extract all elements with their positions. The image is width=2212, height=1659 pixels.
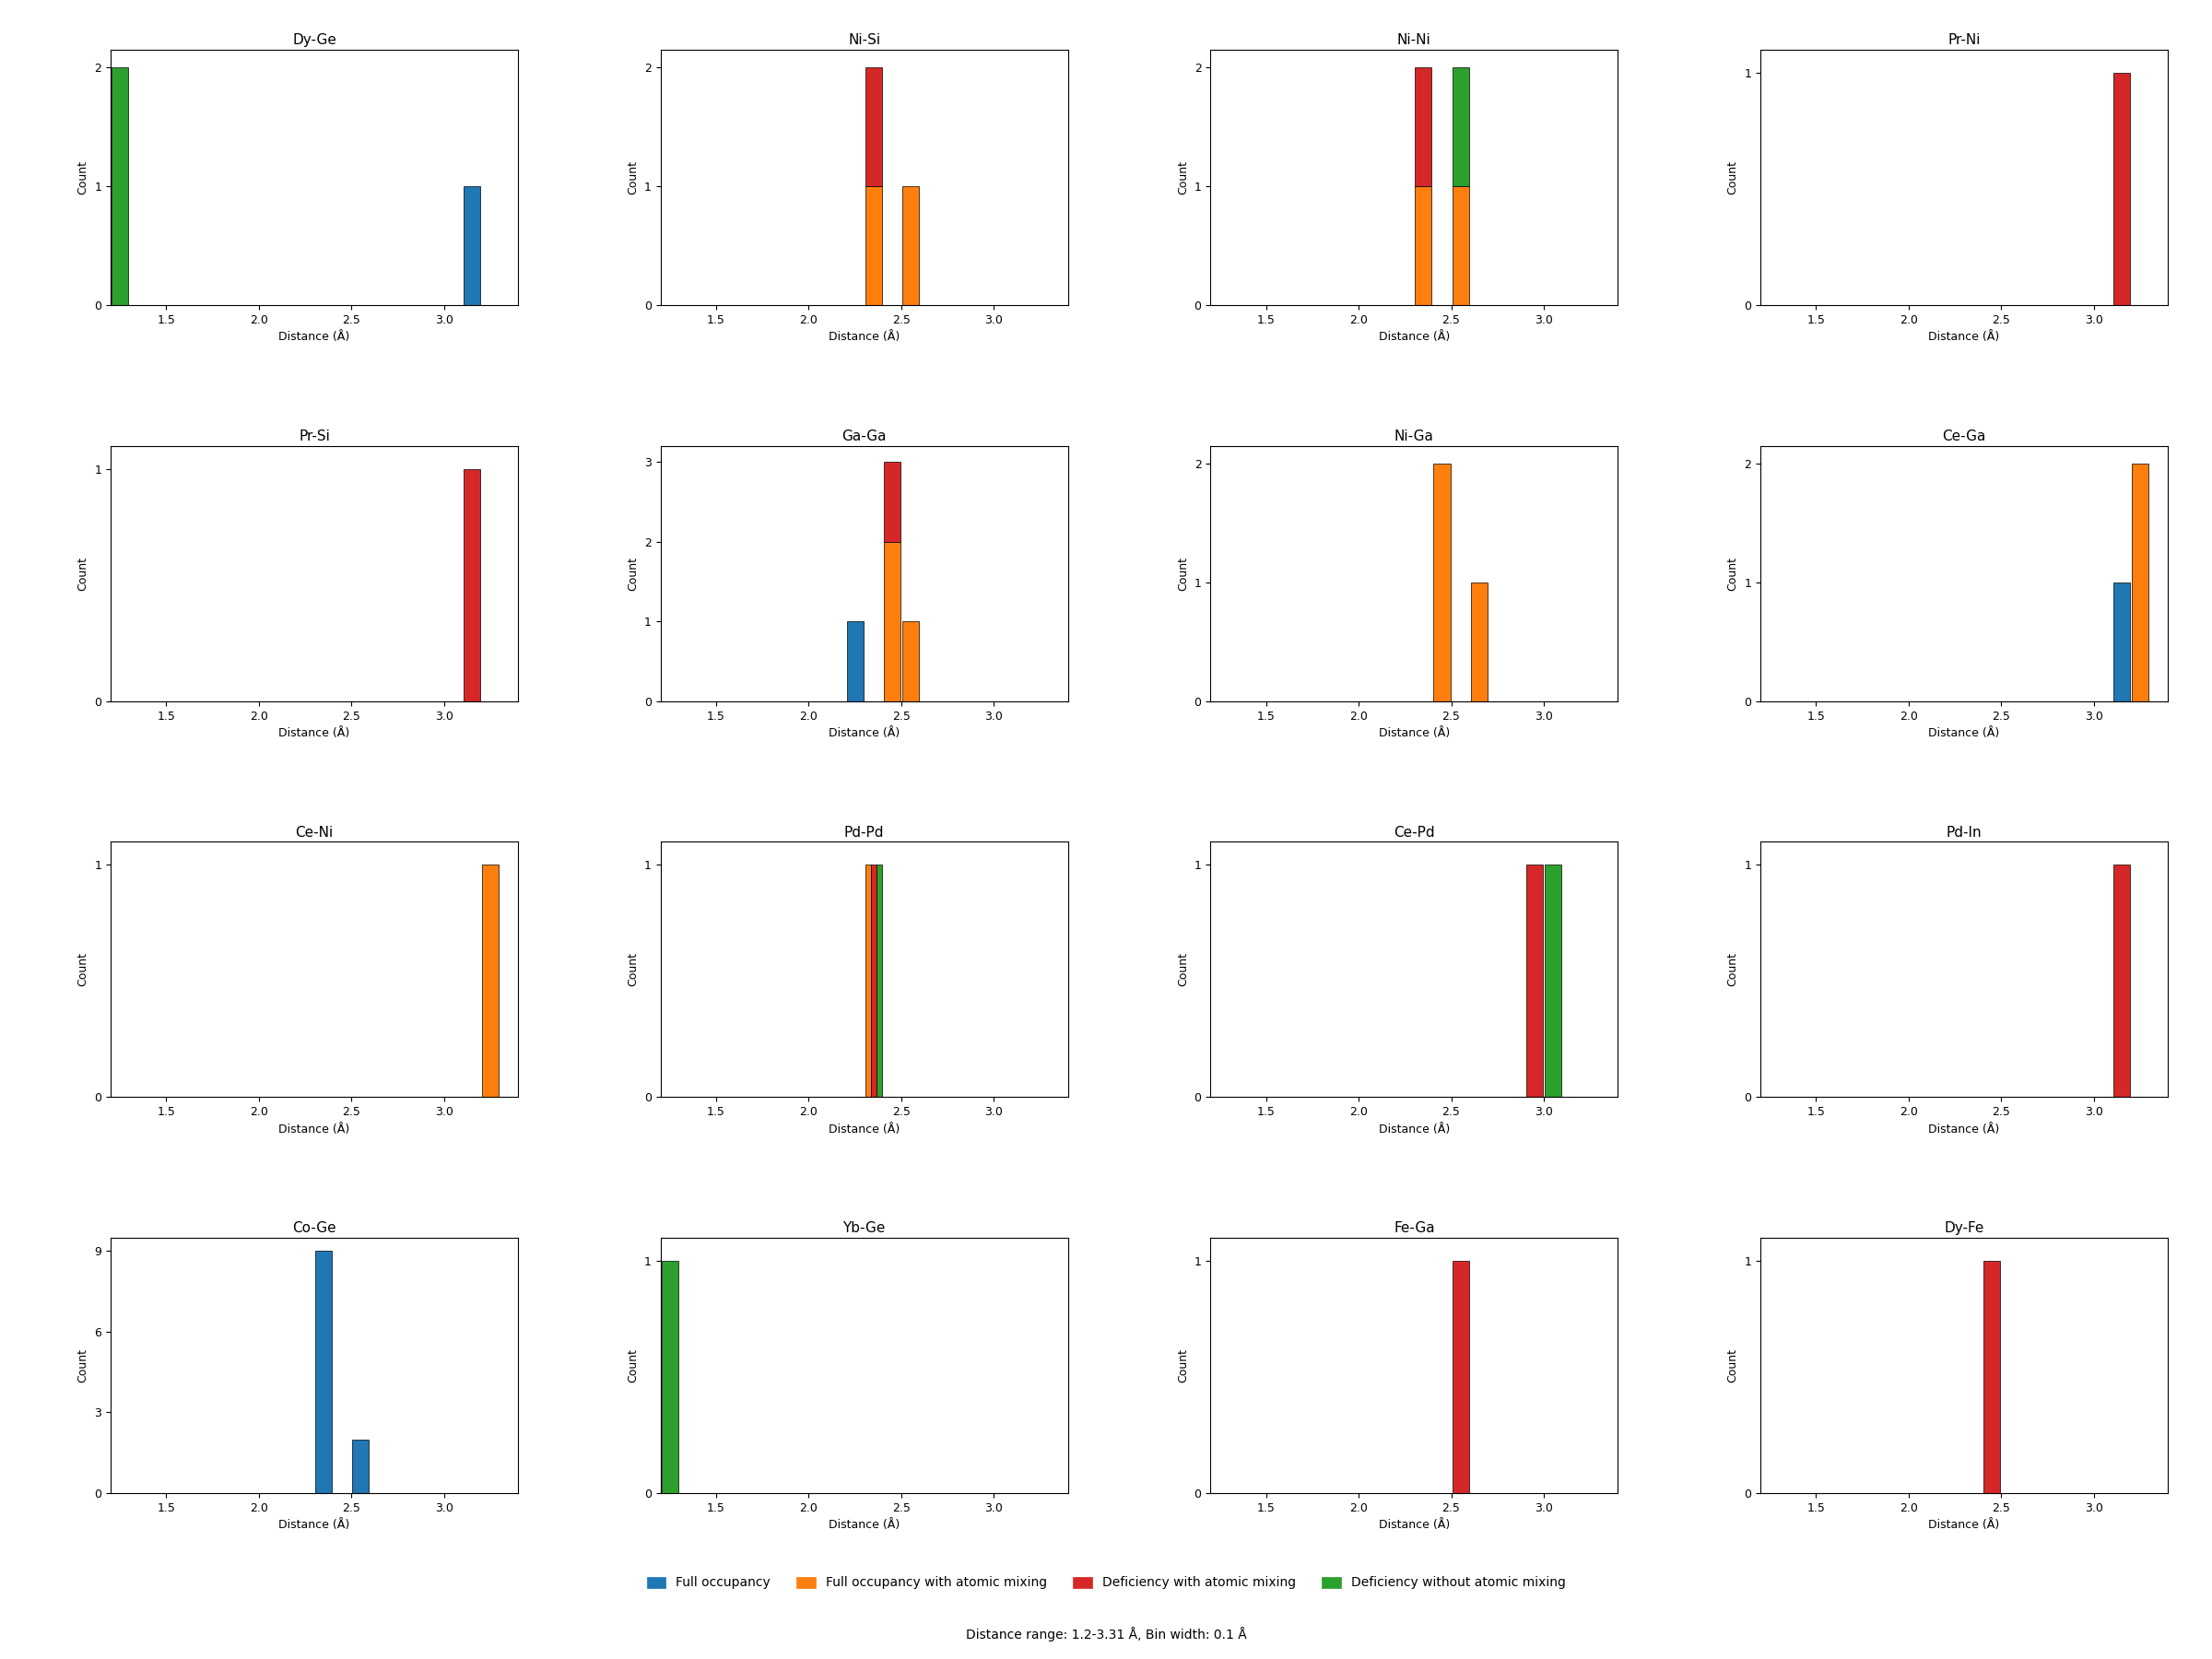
Bar [1451,186,1469,305]
X-axis label: Distance (Å): Distance (Å) [1929,1123,2000,1135]
Bar [462,469,480,702]
Title: Ni-Si: Ni-Si [847,33,880,48]
Title: Ce-Pd: Ce-Pd [1394,826,1436,839]
Title: Co-Ge: Co-Ge [292,1221,336,1236]
Title: Pr-Si: Pr-Si [299,430,330,443]
Title: Ce-Ni: Ce-Ni [294,826,334,839]
Bar [902,622,918,702]
Y-axis label: Count: Count [626,1349,639,1382]
Bar [865,186,883,305]
Bar [902,186,918,305]
Text: Distance range: 1.2-3.31 Å, Bin width: 0.1 Å: Distance range: 1.2-3.31 Å, Bin width: 0… [967,1627,1245,1642]
X-axis label: Distance (Å): Distance (Å) [1929,1520,2000,1531]
Y-axis label: Count: Count [77,556,88,591]
Bar [1451,68,1469,186]
Bar [462,186,480,305]
Bar [661,1261,679,1493]
X-axis label: Distance (Å): Distance (Å) [830,1123,900,1135]
Legend: Full occupancy, Full occupancy with atomic mixing, Deficiency with atomic mixing: Full occupancy, Full occupancy with atom… [641,1571,1571,1594]
Bar [352,1440,369,1493]
X-axis label: Distance (Å): Distance (Å) [279,727,349,740]
Bar [1416,68,1431,186]
Title: Ga-Ga: Ga-Ga [843,430,887,443]
X-axis label: Distance (Å): Distance (Å) [1929,727,2000,740]
Title: Ce-Ga: Ce-Ga [1942,430,1986,443]
Y-axis label: Count: Count [1177,952,1190,987]
Bar [1544,864,1562,1097]
Y-axis label: Count: Count [1728,1349,1739,1382]
X-axis label: Distance (Å): Distance (Å) [830,727,900,740]
Bar [111,68,128,305]
Title: Pr-Ni: Pr-Ni [1949,33,1980,48]
Bar [883,461,900,541]
Title: Dy-Fe: Dy-Fe [1944,1221,1984,1236]
Y-axis label: Count: Count [1177,1349,1190,1382]
Bar [2132,463,2148,702]
X-axis label: Distance (Å): Distance (Å) [1929,332,2000,343]
Bar [847,622,863,702]
X-axis label: Distance (Å): Distance (Å) [279,1123,349,1135]
Title: Yb-Ge: Yb-Ge [843,1221,885,1236]
Y-axis label: Count: Count [1177,161,1190,194]
Bar [1433,463,1451,702]
Bar [872,864,876,1097]
Y-axis label: Count: Count [1177,556,1190,591]
Title: Pd-Pd: Pd-Pd [845,826,885,839]
Y-axis label: Count: Count [77,161,88,194]
Bar [1471,582,1486,702]
X-axis label: Distance (Å): Distance (Å) [1378,727,1449,740]
X-axis label: Distance (Å): Distance (Å) [830,332,900,343]
Bar [865,864,872,1097]
Bar [1984,1261,2000,1493]
Bar [865,68,883,186]
Y-axis label: Count: Count [626,952,639,987]
Title: Pd-In: Pd-In [1947,826,1982,839]
Bar [1416,186,1431,305]
Y-axis label: Count: Count [1728,556,1739,591]
X-axis label: Distance (Å): Distance (Å) [830,1520,900,1531]
Y-axis label: Count: Count [626,556,639,591]
X-axis label: Distance (Å): Distance (Å) [279,1520,349,1531]
Y-axis label: Count: Count [1728,952,1739,987]
Bar [2112,864,2130,1097]
Bar [482,864,498,1097]
Y-axis label: Count: Count [77,1349,88,1382]
Bar [2112,73,2130,305]
Bar [883,541,900,702]
Title: Dy-Ge: Dy-Ge [292,33,336,48]
X-axis label: Distance (Å): Distance (Å) [1378,1123,1449,1135]
Y-axis label: Count: Count [626,161,639,194]
Bar [314,1251,332,1493]
Title: Ni-Ga: Ni-Ga [1394,430,1433,443]
Y-axis label: Count: Count [1728,161,1739,194]
Bar [1451,1261,1469,1493]
Bar [1526,864,1542,1097]
Title: Ni-Ni: Ni-Ni [1398,33,1431,48]
X-axis label: Distance (Å): Distance (Å) [1378,332,1449,343]
Y-axis label: Count: Count [77,952,88,987]
X-axis label: Distance (Å): Distance (Å) [1378,1520,1449,1531]
X-axis label: Distance (Å): Distance (Å) [279,332,349,343]
Title: Fe-Ga: Fe-Ga [1394,1221,1436,1236]
Bar [876,864,883,1097]
Bar [2112,582,2130,702]
